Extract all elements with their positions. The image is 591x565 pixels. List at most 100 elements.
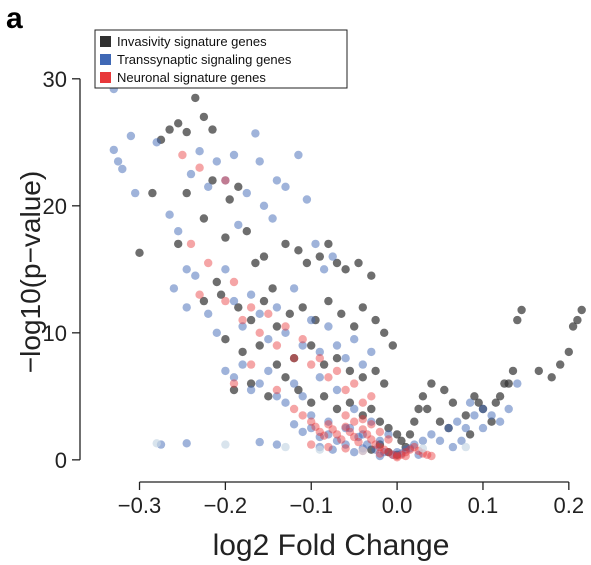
data-point — [453, 417, 462, 426]
data-point — [324, 442, 333, 452]
data-point — [345, 398, 355, 407]
data-point — [504, 404, 513, 414]
data-point — [380, 445, 389, 454]
data-point — [332, 430, 342, 439]
x-tick-label: 0.1 — [468, 493, 499, 518]
legend-label: Transsynaptic signaling genes — [117, 52, 292, 67]
data-point — [418, 392, 428, 401]
data-point — [289, 420, 299, 429]
data-point — [285, 309, 294, 318]
data-point — [319, 431, 329, 440]
data-point — [315, 427, 324, 437]
data-point — [384, 435, 393, 444]
data-point — [350, 448, 359, 457]
data-point — [341, 440, 350, 449]
data-point — [354, 432, 363, 442]
data-point — [204, 258, 213, 268]
data-point — [195, 290, 204, 299]
y-tick-label: 0 — [55, 448, 67, 473]
data-point — [470, 392, 479, 401]
legend: Invasivity signature genes Transsynaptic … — [94, 29, 348, 89]
data-point — [350, 404, 359, 414]
data-point — [307, 315, 316, 325]
data-point — [418, 444, 428, 453]
data-point — [534, 366, 543, 376]
data-point — [126, 131, 136, 141]
data-point — [495, 417, 505, 426]
data-point — [212, 157, 221, 166]
data-point — [384, 448, 393, 457]
data-point — [272, 440, 282, 449]
data-point — [478, 423, 488, 433]
data-point — [199, 296, 209, 306]
data-point — [289, 354, 299, 363]
data-point — [405, 430, 415, 439]
data-point — [221, 176, 230, 185]
data-point — [414, 450, 423, 459]
data-point — [354, 437, 363, 447]
data-point — [465, 398, 475, 407]
data-point — [307, 398, 316, 407]
data-point — [229, 373, 239, 382]
data-point — [221, 335, 230, 344]
data-point — [109, 145, 119, 155]
data-point — [182, 303, 191, 312]
data-point — [414, 404, 423, 414]
data-point — [204, 182, 213, 191]
data-point — [367, 435, 376, 444]
data-point — [375, 436, 385, 445]
data-point — [375, 427, 385, 437]
data-point — [229, 150, 239, 160]
data-point — [568, 322, 578, 331]
data-point — [294, 150, 303, 160]
data-point — [234, 220, 243, 230]
data-point — [182, 265, 191, 274]
data-point — [435, 436, 445, 445]
data-point — [221, 265, 230, 274]
legend-swatch — [100, 36, 111, 47]
y-tick-label: 30 — [43, 67, 67, 92]
data-point — [221, 440, 230, 449]
data-point — [234, 303, 243, 312]
data-point — [289, 379, 299, 388]
data-point — [367, 420, 376, 429]
data-point — [423, 404, 432, 414]
data-point — [367, 347, 376, 357]
data-point — [204, 309, 213, 318]
data-point — [350, 432, 359, 442]
data-point — [307, 440, 316, 449]
data-point — [264, 366, 273, 376]
data-point — [208, 125, 217, 134]
data-point — [332, 404, 342, 414]
data-point — [392, 430, 402, 439]
data-point — [332, 341, 342, 350]
data-point — [289, 354, 299, 363]
data-point — [225, 195, 234, 204]
data-point — [298, 392, 307, 401]
data-point — [165, 210, 174, 219]
data-point — [341, 422, 350, 431]
data-point — [371, 366, 380, 376]
data-point — [517, 305, 526, 315]
data-point — [246, 385, 256, 395]
data-point — [135, 248, 144, 257]
data-point — [491, 398, 500, 407]
data-point — [221, 296, 230, 306]
data-point — [487, 417, 496, 426]
ticks: −0.3 −0.2 −0.1 0.0 0.1 0.2 0 10 20 30 — [43, 67, 585, 518]
data-point — [341, 444, 350, 453]
data-point — [212, 328, 221, 337]
data-point — [388, 341, 397, 350]
data-point — [307, 417, 316, 426]
data-point — [474, 398, 483, 407]
data-point — [259, 296, 269, 306]
y-tick-label: 20 — [43, 194, 67, 219]
data-point — [328, 252, 337, 261]
data-point — [556, 360, 565, 369]
data-point — [440, 385, 449, 395]
data-point — [268, 214, 277, 223]
data-point — [324, 420, 333, 429]
data-point — [311, 422, 320, 431]
data-point — [165, 125, 174, 134]
data-point — [319, 360, 329, 369]
